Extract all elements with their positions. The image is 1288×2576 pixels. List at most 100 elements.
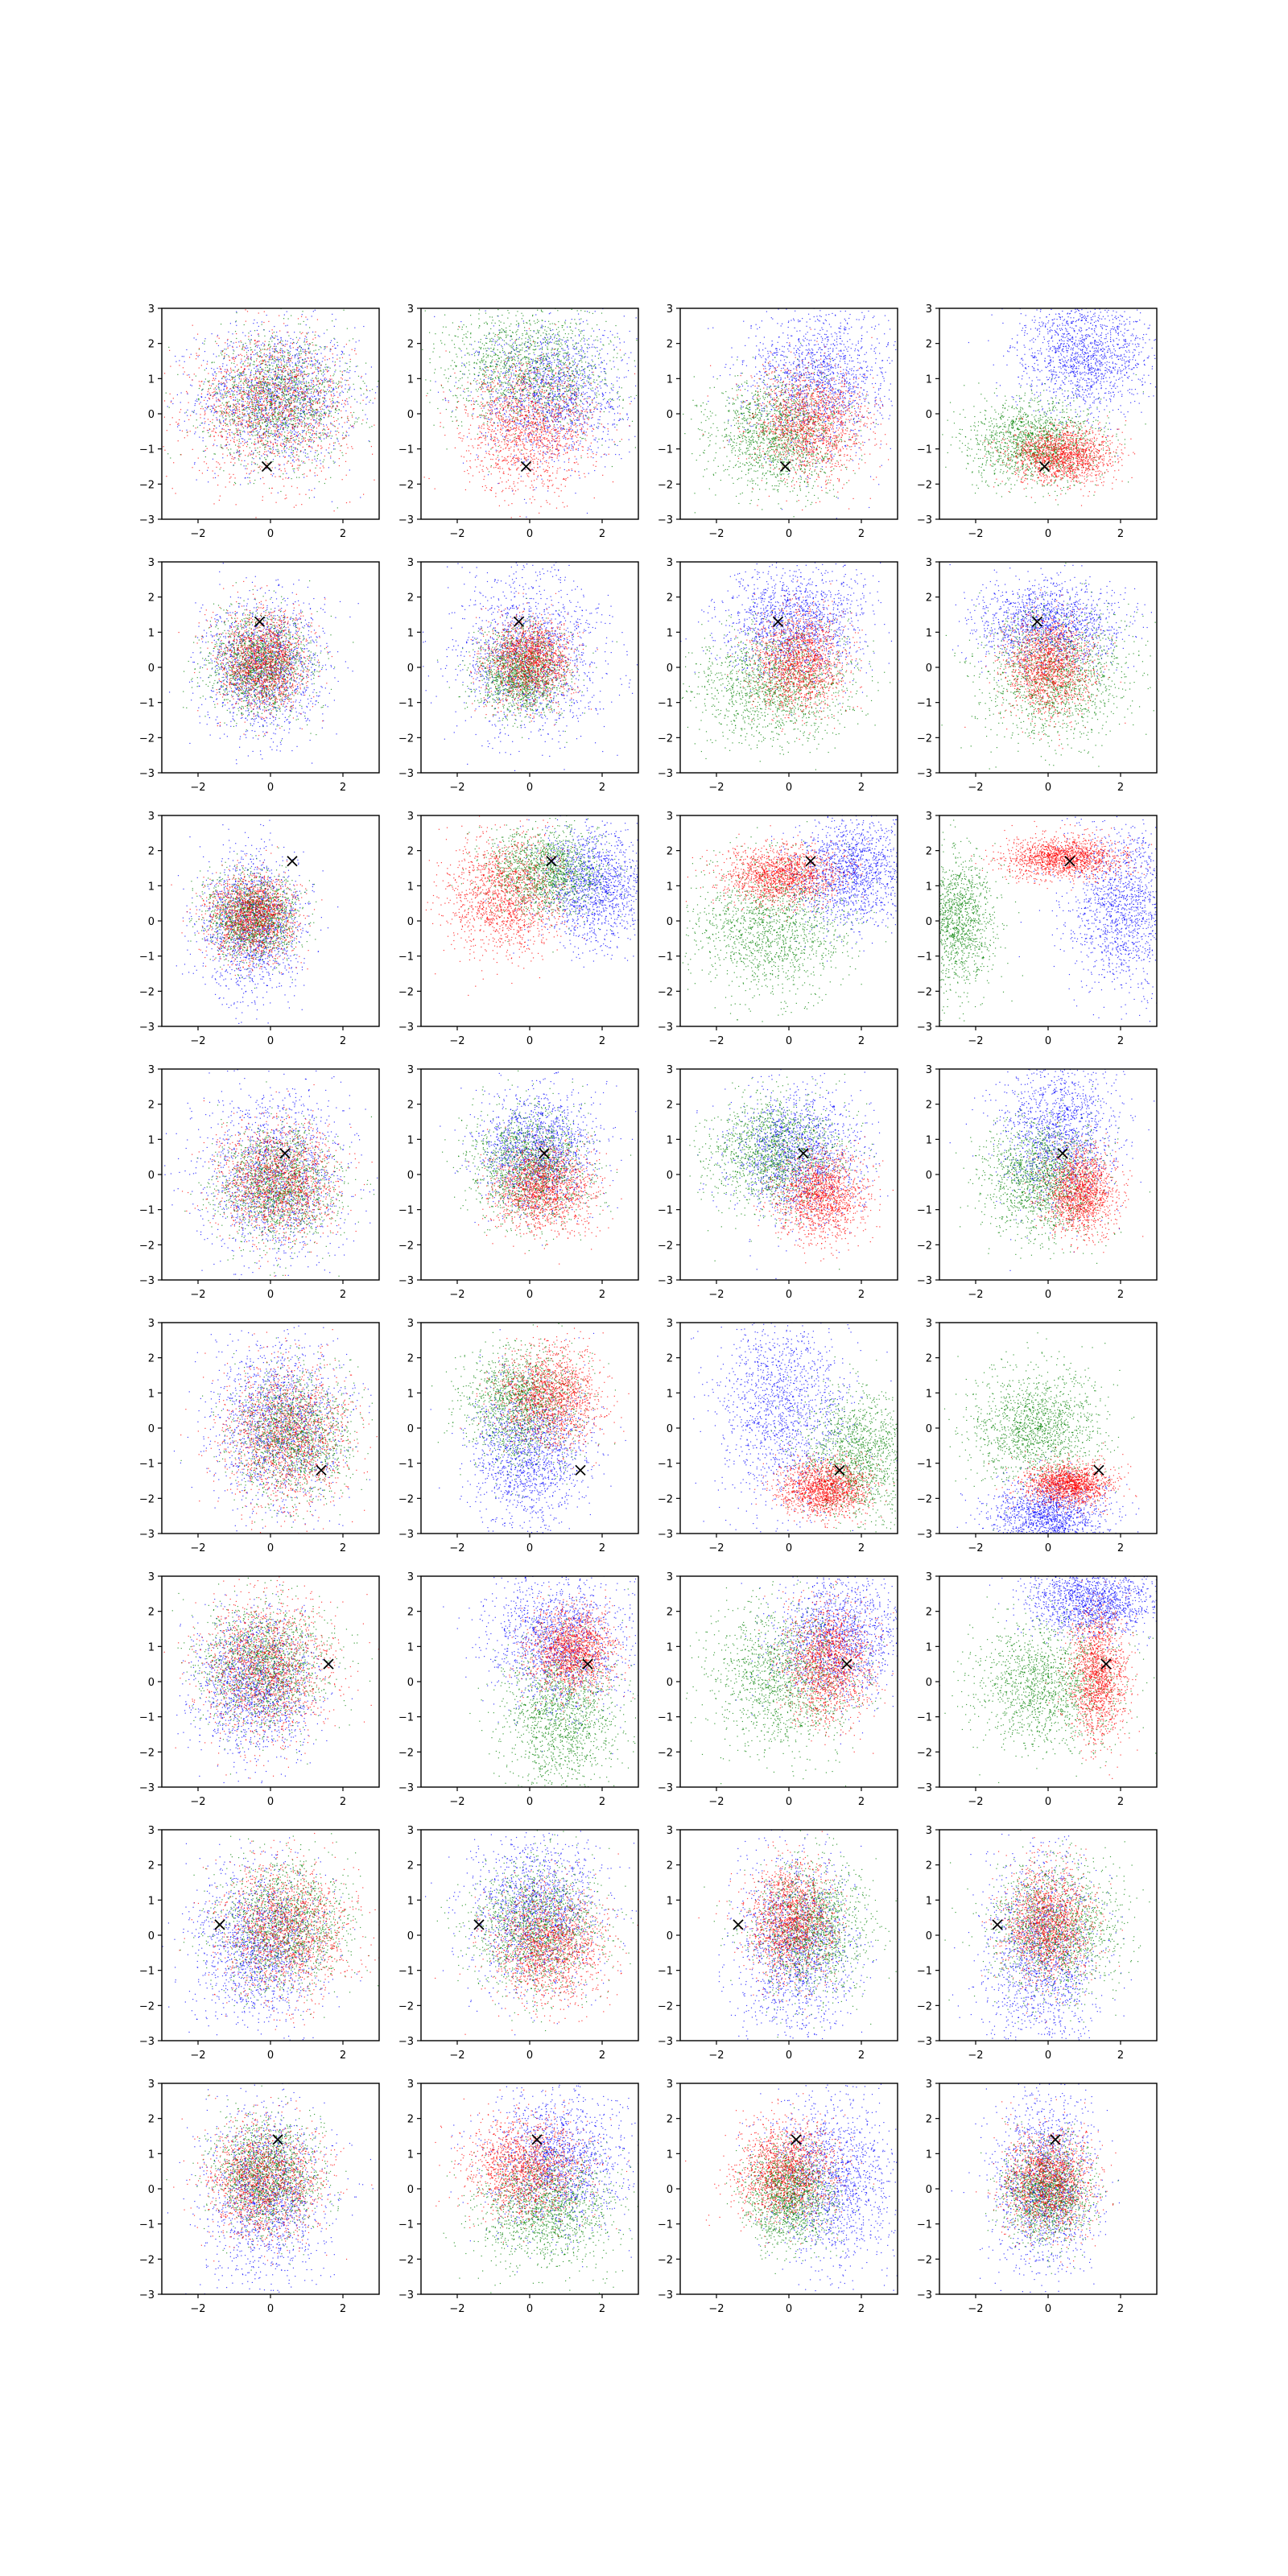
- point-red: [244, 347, 245, 348]
- point-blue: [269, 418, 270, 419]
- point-blue: [304, 430, 305, 431]
- point-red: [169, 350, 170, 351]
- point-blue: [216, 411, 217, 412]
- point-red: [252, 379, 253, 380]
- point-blue: [589, 384, 590, 385]
- point-red: [342, 400, 343, 401]
- point-green: [295, 413, 296, 414]
- point-green: [301, 413, 302, 414]
- point-red: [312, 418, 313, 419]
- point-red: [246, 473, 247, 474]
- point-red: [258, 356, 259, 357]
- point-red: [320, 435, 321, 436]
- point-green: [319, 481, 320, 482]
- point-blue: [367, 396, 368, 397]
- point-green: [278, 453, 279, 454]
- point-blue: [531, 372, 532, 373]
- point-red: [277, 376, 278, 377]
- point-red: [304, 352, 305, 353]
- point-green: [268, 372, 269, 373]
- point-green: [286, 365, 287, 366]
- point-red: [324, 356, 325, 357]
- point-green: [324, 433, 325, 434]
- point-blue: [341, 390, 342, 391]
- point-blue: [328, 413, 329, 414]
- point-green: [260, 441, 261, 442]
- point-green: [255, 450, 256, 451]
- point-green: [338, 381, 339, 382]
- point-blue: [267, 385, 268, 386]
- point-red: [270, 401, 271, 402]
- point-green: [263, 428, 264, 429]
- point-blue: [552, 374, 553, 375]
- point-blue: [301, 423, 302, 424]
- point-red: [297, 367, 298, 368]
- point-green: [265, 444, 266, 445]
- point-blue: [235, 376, 236, 377]
- point-blue: [585, 393, 586, 394]
- point-green: [295, 410, 296, 411]
- point-green: [290, 353, 291, 354]
- point-blue: [332, 357, 333, 358]
- point-green: [226, 424, 227, 425]
- point-blue: [208, 424, 209, 425]
- point-red: [258, 390, 259, 391]
- point-green: [255, 419, 256, 420]
- point-red: [339, 465, 340, 466]
- point-blue: [239, 393, 240, 394]
- point-blue: [530, 382, 531, 383]
- point-blue: [489, 396, 490, 397]
- point-red: [324, 434, 325, 435]
- point-blue: [299, 337, 300, 338]
- point-green: [310, 402, 311, 403]
- point-blue: [288, 419, 289, 420]
- point-blue: [248, 434, 249, 435]
- point-green: [308, 345, 309, 346]
- point-green: [225, 395, 226, 396]
- point-blue: [304, 423, 305, 424]
- point-red: [309, 405, 310, 406]
- point-red: [187, 431, 188, 432]
- point-blue: [319, 411, 320, 412]
- point-green: [306, 431, 307, 432]
- point-green: [254, 441, 255, 442]
- point-blue: [295, 389, 296, 390]
- point-blue: [334, 326, 335, 327]
- point-blue: [267, 437, 268, 438]
- point-red: [345, 401, 346, 402]
- point-green: [273, 436, 274, 437]
- point-red: [240, 447, 241, 448]
- point-red: [289, 414, 290, 415]
- point-green: [265, 397, 266, 398]
- point-red: [227, 442, 228, 443]
- point-green: [269, 488, 270, 489]
- point-red: [233, 359, 234, 360]
- point-red: [288, 390, 289, 391]
- point-green: [242, 431, 243, 432]
- point-green: [310, 437, 311, 438]
- point-blue: [222, 415, 223, 416]
- point-red: [264, 428, 265, 429]
- point-red: [216, 467, 217, 468]
- point-red: [282, 397, 283, 398]
- point-blue: [275, 400, 276, 401]
- point-green: [236, 312, 237, 313]
- point-blue: [245, 360, 246, 361]
- point-red: [283, 407, 284, 408]
- point-red: [248, 381, 249, 382]
- point-red: [226, 371, 227, 372]
- point-red: [235, 358, 236, 359]
- point-red: [253, 408, 254, 409]
- point-blue: [279, 410, 280, 411]
- point-blue: [576, 353, 577, 354]
- point-red: [274, 388, 275, 389]
- point-green: [201, 406, 202, 407]
- point-red: [278, 385, 279, 386]
- point-green: [238, 377, 239, 378]
- point-red: [184, 437, 185, 438]
- point-green: [304, 399, 305, 400]
- point-red: [255, 517, 256, 518]
- point-blue: [492, 351, 493, 352]
- point-green: [284, 431, 285, 432]
- point-green: [287, 389, 288, 390]
